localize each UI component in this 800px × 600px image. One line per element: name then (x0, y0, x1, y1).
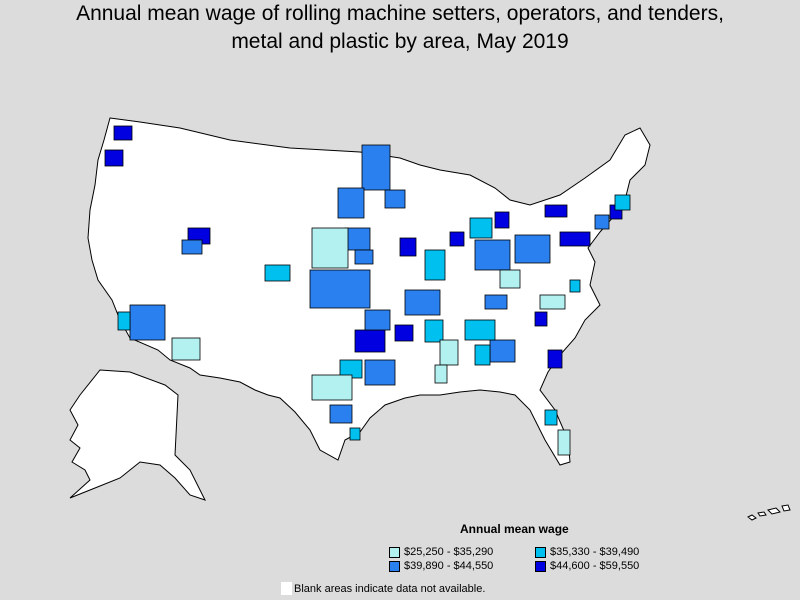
legend-swatch-1 (389, 546, 400, 558)
area-arkansas (394, 324, 414, 342)
legend-label-1: $25,250 - $35,290 (404, 546, 494, 558)
area-north-carolina (569, 279, 581, 293)
alaska-shape (69, 369, 206, 501)
area-south-texas (329, 404, 353, 424)
area-wisconsin (384, 189, 406, 209)
blank-areas-note: Blank areas indicate data not available. (281, 582, 485, 595)
legend-item-3: $39,890 - $44,550 (389, 560, 493, 572)
area-illinois (424, 249, 446, 281)
legend-item-4: $44,600 - $59,550 (535, 560, 639, 572)
area-central-plains (311, 227, 349, 269)
area-new-england (614, 194, 631, 211)
area-virginia (534, 311, 548, 327)
area-nebraska (354, 249, 374, 265)
legend-swatch-4 (535, 560, 546, 572)
area-florida (544, 409, 558, 426)
area-michigan (469, 217, 493, 239)
area-detroit (494, 211, 510, 229)
area-colorado (264, 264, 291, 282)
area-alabama (474, 344, 491, 366)
map-title: Annual mean wage of rolling machine sett… (0, 0, 800, 56)
area-mississippi-delta (439, 339, 459, 366)
area-chicago (399, 237, 417, 257)
area-ohio (449, 231, 465, 247)
area-carolinas (539, 294, 566, 310)
legend-title: Annual mean wage (460, 522, 569, 536)
blank-areas-note-text: Blank areas indicate data not available. (294, 582, 486, 595)
area-seattle (113, 125, 133, 141)
legend-swatch-2 (535, 546, 546, 558)
map-title-line-1: Annual mean wage of rolling machine sett… (76, 2, 724, 25)
area-iowa (344, 227, 371, 251)
area-utah-north (181, 239, 203, 255)
legend-label-3: $39,890 - $44,550 (404, 560, 494, 572)
blank-swatch (281, 582, 292, 595)
area-mississippi (424, 319, 444, 343)
legend-swatch-3 (389, 560, 400, 572)
area-kentucky (484, 294, 508, 310)
hawaii-shape (747, 504, 791, 521)
area-kentucky-east (499, 269, 521, 289)
area-new-mexico-south (171, 337, 201, 361)
area-north-dakota (337, 187, 365, 219)
area-oklahoma (364, 309, 391, 331)
legend-item-2: $35,330 - $39,490 (535, 546, 639, 558)
area-portland (104, 149, 124, 167)
area-indiana (474, 239, 511, 271)
area-georgia (489, 339, 516, 363)
area-south-florida (557, 429, 571, 456)
area-south-carolina (547, 349, 563, 369)
area-kansas (309, 269, 371, 309)
area-pennsylvania (559, 231, 591, 247)
area-west-texas (311, 374, 353, 401)
area-minnesota (361, 144, 391, 191)
legend-label-4: $44,600 - $59,550 (550, 560, 640, 572)
area-tennessee (464, 319, 496, 341)
area-east-texas (364, 359, 396, 386)
area-upstate-ny (544, 204, 568, 218)
area-louisiana-north (434, 364, 448, 384)
area-dallas (354, 329, 386, 353)
area-ohio-valley (514, 234, 551, 264)
area-new-jersey (594, 214, 610, 230)
legend-item-1: $25,250 - $35,290 (389, 546, 493, 558)
map-title-line-2: metal and plastic by area, May 2019 (231, 30, 569, 53)
legend-label-2: $35,330 - $39,490 (550, 546, 640, 558)
area-houston (349, 427, 361, 441)
area-california-south (117, 311, 131, 331)
area-arizona (129, 304, 166, 341)
area-missouri (404, 289, 441, 316)
